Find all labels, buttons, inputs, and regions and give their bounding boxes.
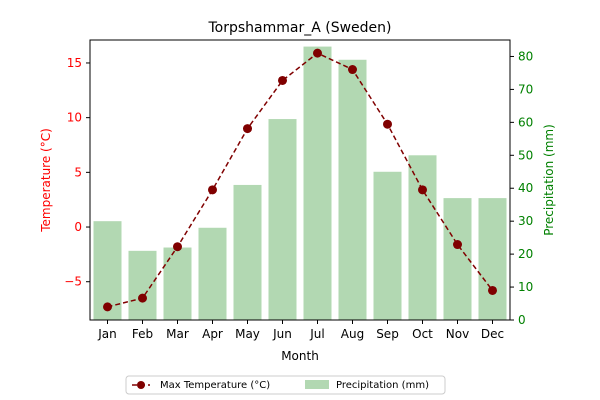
- y-axis-right-label: Precipitation (mm): [542, 124, 556, 236]
- temperature-point-jan: [103, 302, 112, 312]
- x-tick-label-nov: Nov: [446, 327, 469, 341]
- x-tick-label-jan: Jan: [97, 327, 117, 341]
- temperature-point-oct: [418, 185, 427, 195]
- x-tick-label-sep: Sep: [376, 327, 399, 341]
- x-tick-label-apr: Apr: [202, 327, 223, 341]
- precipitation-bar-jun: [268, 119, 297, 320]
- y-left-tick-label: 0: [74, 220, 82, 234]
- x-tick-label-feb: Feb: [132, 327, 153, 341]
- chart-title: Torpshammar_A (Sweden): [207, 20, 391, 36]
- temperature-point-apr: [208, 185, 217, 195]
- y-axis-left: −5 0 5 10 15: [64, 56, 90, 289]
- y-right-tick-label: 0: [518, 313, 526, 327]
- precipitation-bar-jul: [303, 46, 332, 321]
- precipitation-bar-oct: [408, 155, 437, 320]
- temperature-point-sep: [383, 119, 392, 129]
- x-axis-label: Month: [281, 349, 319, 363]
- y-right-tick-label: 20: [518, 247, 533, 261]
- x-tick-label-mar: Mar: [166, 327, 189, 341]
- precipitation-bar-may: [233, 184, 262, 320]
- x-axis: Jan Feb Mar Apr May Jun Jul Aug Sep Oct Nov Dec: [97, 320, 504, 341]
- x-tick-label-may: May: [235, 327, 260, 341]
- temperature-line: [103, 48, 497, 312]
- precipitation-bar-sep: [373, 171, 402, 320]
- y-left-tick-label: 15: [67, 56, 82, 70]
- y-right-tick-label: 70: [518, 82, 533, 96]
- temperature-point-feb: [138, 293, 147, 303]
- y-right-tick-label: 10: [518, 280, 533, 294]
- temperature-point-mar: [173, 242, 182, 252]
- x-tick-label-aug: Aug: [341, 327, 364, 341]
- temperature-point-nov: [453, 240, 462, 250]
- precipitation-bar-mar: [163, 247, 192, 320]
- legend-label-precipitation: Precipitation (mm): [336, 380, 429, 391]
- x-tick-label-oct: Oct: [412, 327, 433, 341]
- temperature-point-aug: [348, 65, 357, 75]
- plot-frame: [89, 39, 511, 321]
- precipitation-bar-nov: [443, 198, 472, 320]
- legend-marker-swatch: [137, 381, 145, 389]
- y-left-tick-label: −5: [64, 275, 82, 289]
- x-tick-label-jun: Jun: [272, 327, 292, 341]
- y-axis-left-label: Temperature (°C): [39, 128, 53, 233]
- precipitation-bar-dec: [478, 198, 507, 320]
- legend-box: [125, 375, 446, 395]
- temperature-point-jul: [313, 48, 322, 58]
- y-right-tick-label: 30: [518, 214, 533, 228]
- x-tick-label-jul: Jul: [309, 327, 324, 341]
- y-right-tick-label: 40: [518, 181, 533, 195]
- legend: Max Temperature (°C) Precipitation (mm): [125, 375, 446, 395]
- x-tick-label-dec: Dec: [481, 327, 504, 341]
- legend-bar-swatch: [305, 380, 329, 389]
- y-right-tick-label: 50: [518, 148, 533, 162]
- temperature-series-line: [107, 52, 494, 308]
- temperature-point-jun: [278, 75, 287, 85]
- precipitation-bars: [93, 46, 507, 321]
- y-left-tick-label: 5: [74, 165, 82, 179]
- precipitation-bar-apr: [198, 227, 227, 320]
- precipitation-bar-feb: [128, 250, 157, 320]
- y-left-tick-label: 10: [67, 111, 82, 125]
- precipitation-bar-aug: [338, 59, 367, 320]
- y-right-tick-label: 60: [518, 115, 533, 129]
- temperature-point-dec: [488, 285, 497, 295]
- legend-label-temperature: Max Temperature (°C): [160, 380, 270, 391]
- temperature-point-may: [243, 124, 252, 134]
- y-axis-right: 0 10 20 30 40 50 60 70 80: [510, 49, 533, 327]
- y-right-tick-label: 80: [518, 49, 533, 63]
